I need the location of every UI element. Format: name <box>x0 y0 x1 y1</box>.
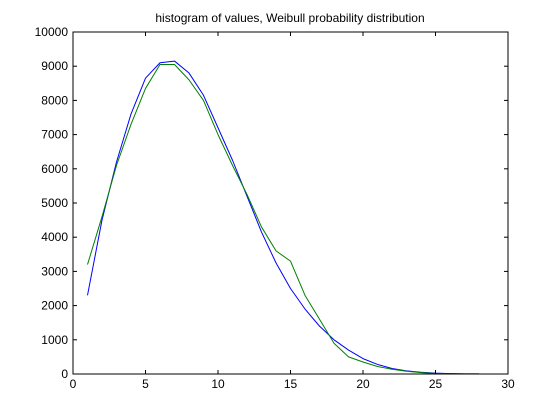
y-tick-label: 8000 <box>41 93 68 107</box>
y-tick-label: 4000 <box>41 230 68 244</box>
plot-area <box>73 32 508 374</box>
x-tick-label: 5 <box>142 377 149 391</box>
axes-layer: 0 5 10 15 20 25 30 0 1000 2000 3000 4000 5000 6000 700… <box>35 25 515 391</box>
x-tick-label: 30 <box>501 377 515 391</box>
x-tick-label: 25 <box>429 377 443 391</box>
y-tick-label: 9000 <box>41 59 68 73</box>
x-tick-label: 15 <box>284 377 298 391</box>
y-tick-label: 6000 <box>41 162 68 176</box>
y-tick-label: 3000 <box>41 264 68 278</box>
y-tick-label: 1000 <box>41 333 68 347</box>
y-tick-label: 5000 <box>41 196 68 210</box>
y-tick-label: 7000 <box>41 128 68 142</box>
y-tick-label: 0 <box>61 367 68 381</box>
x-tick-label: 20 <box>356 377 370 391</box>
series-line-2 <box>87 63 480 375</box>
y-tick-label: 10000 <box>35 25 69 39</box>
y-tick-label: 2000 <box>41 299 68 313</box>
series-layer <box>87 60 480 375</box>
x-tick-label: 0 <box>70 377 77 391</box>
x-tick-label: 10 <box>211 377 225 391</box>
chart-title: histogram of values, Weibull probability… <box>155 11 424 25</box>
